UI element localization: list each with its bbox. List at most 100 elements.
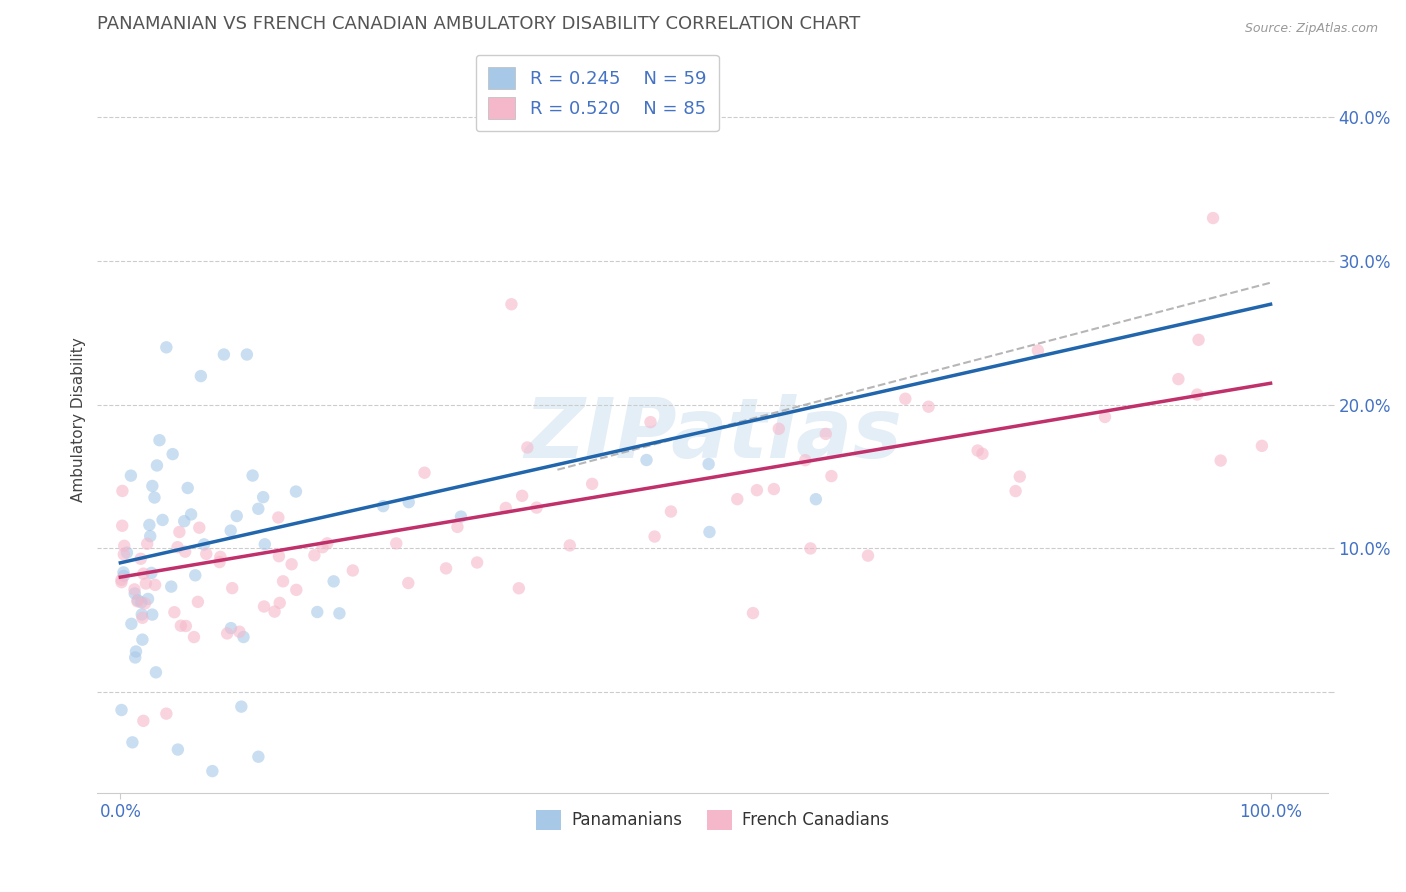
Point bbox=[373, 499, 395, 513]
Point bbox=[398, 495, 420, 509]
Point bbox=[112, 569, 135, 583]
Point bbox=[972, 447, 994, 461]
Point bbox=[231, 699, 253, 714]
Point bbox=[516, 441, 538, 455]
Point bbox=[131, 632, 153, 647]
Point bbox=[316, 536, 339, 550]
Point bbox=[413, 466, 436, 480]
Point bbox=[1202, 211, 1225, 225]
Point bbox=[188, 521, 211, 535]
Point bbox=[132, 566, 155, 581]
Point bbox=[155, 340, 177, 354]
Point bbox=[644, 530, 666, 544]
Point bbox=[141, 566, 163, 580]
Point bbox=[697, 457, 720, 471]
Point bbox=[134, 596, 156, 610]
Point bbox=[242, 468, 264, 483]
Point bbox=[742, 606, 765, 620]
Point bbox=[221, 581, 243, 595]
Point bbox=[966, 443, 988, 458]
Point bbox=[148, 434, 170, 448]
Point bbox=[115, 545, 138, 559]
Point bbox=[219, 524, 242, 538]
Point bbox=[173, 514, 195, 528]
Point bbox=[267, 510, 290, 524]
Point bbox=[699, 524, 721, 539]
Point bbox=[132, 714, 155, 728]
Point bbox=[143, 491, 166, 505]
Point bbox=[163, 605, 186, 619]
Point bbox=[195, 547, 218, 561]
Point bbox=[127, 594, 149, 608]
Point bbox=[187, 595, 209, 609]
Point bbox=[768, 422, 790, 436]
Point bbox=[894, 392, 917, 406]
Point bbox=[190, 369, 212, 384]
Legend: Panamanians, French Canadians: Panamanians, French Canadians bbox=[530, 803, 896, 837]
Text: Source: ZipAtlas.com: Source: ZipAtlas.com bbox=[1244, 22, 1378, 36]
Point bbox=[804, 492, 827, 507]
Point bbox=[636, 453, 658, 467]
Point bbox=[127, 593, 149, 607]
Point bbox=[247, 501, 270, 516]
Point bbox=[304, 549, 326, 563]
Point bbox=[794, 453, 817, 467]
Point bbox=[269, 596, 291, 610]
Point bbox=[143, 578, 166, 592]
Point bbox=[136, 591, 159, 606]
Point bbox=[146, 458, 169, 473]
Point bbox=[1209, 453, 1232, 467]
Point bbox=[136, 537, 159, 551]
Text: PANAMANIAN VS FRENCH CANADIAN AMBULATORY DISABILITY CORRELATION CHART: PANAMANIAN VS FRENCH CANADIAN AMBULATORY… bbox=[97, 15, 860, 33]
Point bbox=[174, 544, 197, 558]
Point bbox=[253, 599, 276, 614]
Point bbox=[141, 607, 163, 622]
Point bbox=[201, 764, 224, 778]
Point bbox=[155, 706, 177, 721]
Point bbox=[135, 576, 157, 591]
Point bbox=[501, 297, 523, 311]
Point bbox=[508, 581, 530, 595]
Point bbox=[1167, 372, 1189, 386]
Point bbox=[640, 415, 662, 429]
Point bbox=[112, 548, 135, 562]
Point bbox=[170, 618, 193, 632]
Point bbox=[121, 735, 143, 749]
Point bbox=[526, 500, 548, 515]
Point bbox=[762, 482, 785, 496]
Point bbox=[1008, 469, 1031, 483]
Point bbox=[253, 537, 276, 551]
Point bbox=[322, 574, 344, 589]
Point bbox=[495, 500, 517, 515]
Point bbox=[814, 426, 837, 441]
Point bbox=[166, 540, 188, 554]
Point bbox=[120, 616, 142, 631]
Point bbox=[110, 703, 132, 717]
Point bbox=[820, 469, 842, 483]
Point bbox=[131, 607, 153, 622]
Point bbox=[1094, 409, 1116, 424]
Point bbox=[184, 568, 207, 582]
Point bbox=[232, 630, 254, 644]
Point bbox=[799, 541, 821, 556]
Point bbox=[725, 492, 748, 507]
Point bbox=[110, 575, 132, 590]
Point bbox=[434, 561, 457, 575]
Point bbox=[450, 509, 472, 524]
Point bbox=[510, 489, 533, 503]
Point bbox=[152, 513, 174, 527]
Point bbox=[745, 483, 768, 498]
Point bbox=[217, 626, 239, 640]
Point bbox=[285, 582, 308, 597]
Point bbox=[124, 650, 146, 665]
Point bbox=[112, 539, 135, 553]
Point bbox=[236, 347, 259, 361]
Point bbox=[125, 644, 148, 658]
Point bbox=[169, 524, 191, 539]
Point bbox=[193, 537, 215, 551]
Point bbox=[446, 520, 468, 534]
Point bbox=[1185, 387, 1208, 401]
Point bbox=[465, 556, 488, 570]
Y-axis label: Ambulatory Disability: Ambulatory Disability bbox=[72, 337, 86, 501]
Point bbox=[167, 742, 190, 756]
